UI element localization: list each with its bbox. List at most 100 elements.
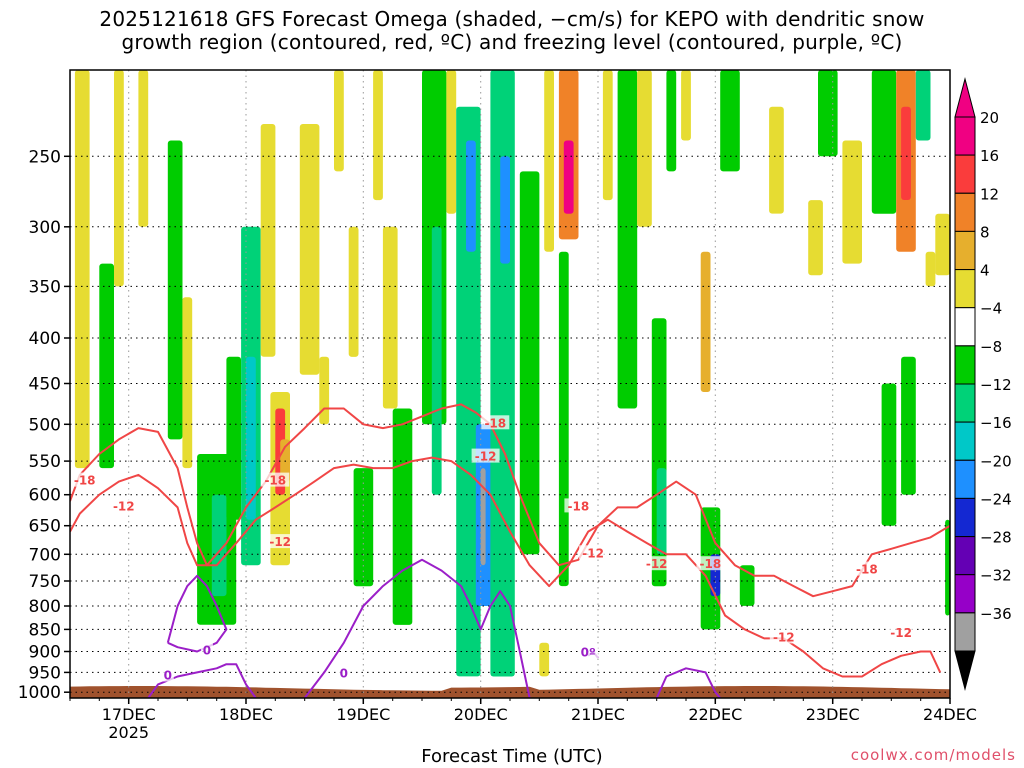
dgz-label-2-bg	[261, 472, 290, 487]
x-tick-label-6: 23DEC	[806, 705, 860, 724]
y-tick-label-11: 800	[29, 597, 61, 617]
omega-cell-62	[945, 519, 950, 616]
colorbar-label-8: −16	[980, 414, 1012, 432]
y-tick-label-10: 750	[29, 572, 61, 592]
dgz-label-4: -18	[484, 416, 506, 430]
colorbar-band-8	[954, 421, 976, 461]
dgz-label-0-bg	[70, 472, 99, 487]
omega-cell-40	[637, 70, 652, 227]
colorbar-label-10: −24	[980, 490, 1012, 508]
omega-cell-59	[915, 70, 931, 141]
colorbar-band-6	[954, 345, 976, 385]
dgz-label-6-bg	[564, 498, 593, 513]
y-tick-label-1: 300	[29, 218, 61, 238]
freezing-label-3-bg	[578, 644, 599, 659]
dgz-label-1: -12	[113, 499, 135, 513]
omega-cell-60	[925, 251, 936, 287]
y-tick-label-2: 350	[29, 277, 61, 297]
omega-cell-22	[392, 408, 413, 625]
dgz-label-11-bg	[852, 561, 881, 576]
omega-cell-42	[656, 468, 667, 555]
omega-cell-29	[480, 468, 486, 566]
omega-cell-36	[558, 251, 569, 587]
colorbar-band-0	[954, 116, 976, 156]
contour-labels: -18 -12 -18 -12 -18 -12 -18 -12 -12 -18 -12 -18 -12 0…	[70, 415, 916, 683]
dgz-label-3-bg	[266, 534, 295, 549]
omega-cell-11	[260, 124, 276, 357]
omega-cell-37	[539, 642, 550, 677]
colorbar: 20 16 12 8 4 −4 −8 −12 −16 −20 −24 −28 −32 −36	[954, 77, 1012, 691]
colorbar-band-3	[954, 230, 976, 270]
colorbar-over-arrow	[954, 77, 976, 118]
y-tick-label-4: 450	[29, 375, 61, 395]
colorbar-band-7	[954, 383, 976, 423]
colorbar-label-0: 20	[980, 109, 999, 127]
freezing-label-2-bg	[337, 665, 350, 680]
freezing-contour-0	[147, 663, 257, 698]
omega-cell-35	[563, 140, 574, 214]
dgz-contour--12-1	[70, 456, 942, 678]
colorbar-label-12: −32	[980, 567, 1012, 585]
omega-cell-24	[431, 226, 442, 495]
y-tick-label-14: 950	[29, 663, 61, 683]
omega-cell-55	[881, 383, 897, 526]
credit-text: coolwx.com/models	[850, 746, 1016, 764]
omega-cell-54	[871, 70, 897, 214]
omega-cell-1	[99, 263, 114, 469]
x-tick-label-7: 24DEC	[923, 705, 977, 724]
omega-cell-15	[299, 124, 320, 375]
omega-cell-25	[446, 70, 457, 214]
colorbar-label-13: −36	[980, 605, 1012, 623]
x-tick-sublabel-0: 2025	[108, 723, 149, 742]
freezing-label-1: 0	[164, 669, 172, 683]
omega-cell-21	[382, 226, 398, 409]
freezing-label-3: 0º	[581, 646, 596, 660]
x-tick-label-4: 21DEC	[571, 705, 625, 724]
omega-cell-16	[319, 356, 330, 425]
dgz-label-6: -18	[568, 499, 590, 513]
dgz-label-8: -12	[646, 557, 668, 571]
dgz-label-12-bg	[887, 624, 916, 639]
y-tick-label-3: 400	[29, 329, 61, 349]
chart-title: 2025121618 GFS Forecast Omega (shaded, −…	[0, 8, 1024, 54]
omega-cell-8	[226, 356, 242, 520]
freezing-label-0-bg	[200, 642, 213, 657]
y-tick-label-7: 600	[29, 486, 61, 506]
colorbar-label-4: 4	[980, 262, 990, 280]
y-tick-label-12: 850	[29, 620, 61, 640]
dgz-label-10: -12	[773, 630, 795, 644]
omega-cell-0	[74, 70, 90, 469]
dgz-label-9-bg	[696, 556, 725, 571]
omega-cell-50	[769, 106, 784, 214]
omega-cell-53	[842, 140, 862, 264]
omega-cell-48	[720, 70, 740, 172]
dgz-label-5-bg	[471, 448, 500, 463]
freezing-label-0: 0	[203, 644, 211, 658]
omega-cell-38	[602, 70, 613, 201]
omega-cell-61	[935, 213, 950, 276]
dgz-label-2: -18	[264, 474, 286, 488]
chart-title-line2: growth region (contoured, red, ºC) and f…	[121, 30, 903, 54]
dgz-label-9: -18	[700, 557, 722, 571]
freezing-label-2: 0	[340, 666, 348, 680]
omega-cell-18	[348, 226, 359, 357]
x-axis-label: Forecast Time (UTC)	[421, 746, 603, 767]
dgz-label-10-bg	[769, 629, 798, 644]
x-tick-label-5: 22DEC	[688, 705, 742, 724]
omega-cell-4	[167, 140, 183, 440]
omega-cell-45	[700, 251, 711, 392]
colorbar-under-arrow	[954, 650, 976, 691]
colorbar-label-11: −28	[980, 529, 1012, 547]
colorbar-label-1: 16	[980, 147, 999, 165]
omega-cell-17	[334, 70, 344, 172]
gridlines	[70, 70, 951, 698]
dgz-label-11: -18	[856, 563, 878, 577]
freezing-contour-1	[166, 574, 228, 653]
y-tick-label-5: 500	[29, 415, 61, 435]
dgz-label-7: -12	[582, 546, 604, 560]
colorbar-band-9	[954, 459, 976, 499]
omega-cell-58	[901, 356, 916, 495]
x-tick-label-1: 18DEC	[219, 705, 273, 724]
